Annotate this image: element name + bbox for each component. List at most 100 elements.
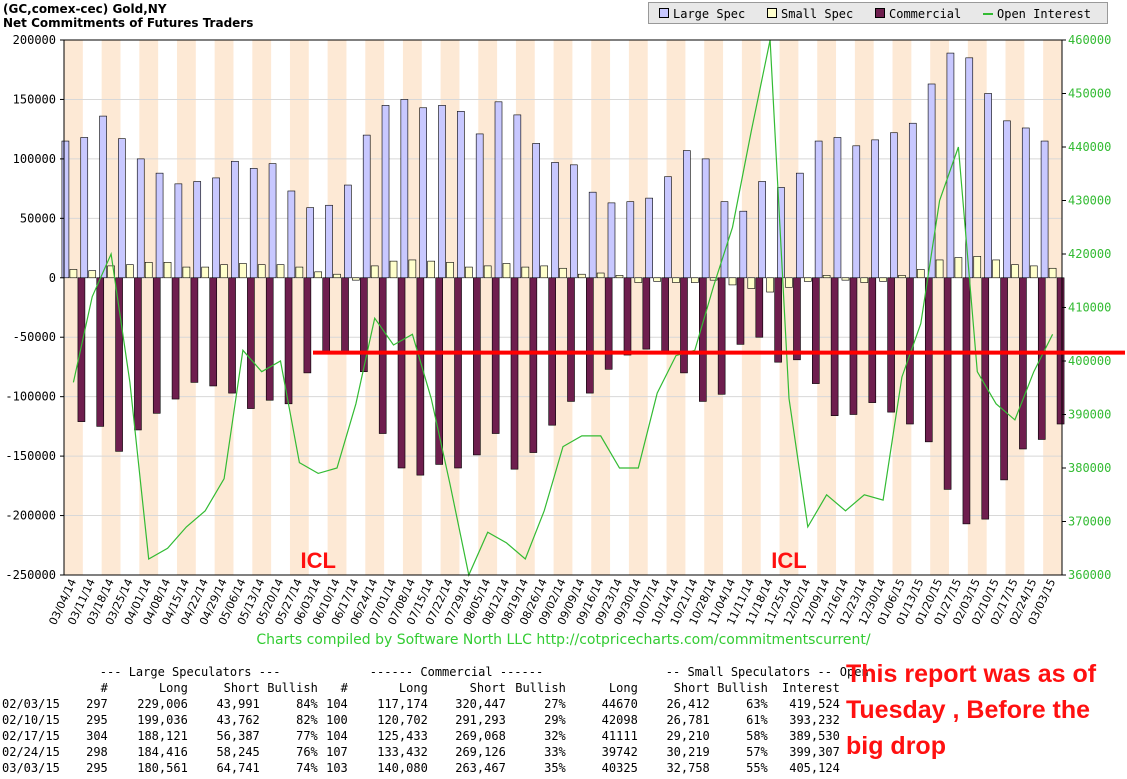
small-spec-bar [483,265,492,279]
table-column-header-row: # Long Short Bullish # Long Short Bullis… [2,680,869,696]
large-spec-bar [645,197,653,279]
commercial-bar [265,277,274,401]
col-header: Short [673,681,710,695]
commercial-bar [134,277,142,431]
small-spec-bar [691,277,699,283]
commercial-bar [774,277,782,363]
col-header: Long [398,681,428,695]
commercial-bar [397,277,406,469]
right-tick-label: 430000 [1068,194,1111,208]
commercial-bar [962,277,971,525]
small-spec-bar [239,263,247,279]
legend-commercial-swatch [875,8,885,18]
small-spec-bar [898,275,906,279]
commercial-bar [943,277,952,490]
row-date: 02/10/15 [2,713,60,727]
small-spec-bar [973,256,982,279]
large-spec-bar [701,158,710,279]
small-spec-bar [559,267,567,279]
table-cell: 104 [326,697,348,711]
table-cell: 74% [296,761,318,775]
small-spec-bar [822,275,831,279]
right-tick-label: 410000 [1068,301,1111,315]
row-date: 02/03/15 [2,697,60,711]
table-cell: 297 [86,697,108,711]
table-cell: 57% [746,745,768,759]
large-spec-bar [551,162,559,279]
col-header: # [100,681,108,695]
commercial-bar [378,277,387,434]
commercial-bar [849,277,858,415]
large-spec-bar [381,105,390,279]
table-cell: 44670 [601,697,638,711]
group-open: Open [839,665,869,679]
right-tick-label: 400000 [1068,354,1111,368]
commercial-bar [868,277,877,403]
small-spec-bar [1048,267,1057,279]
week-band [327,40,347,575]
chart-credit: Charts compiled by Software North LLC ht… [256,632,871,648]
legend-small-spec-swatch [767,8,777,18]
large-spec-bar [532,143,540,279]
right-tick-label: 420000 [1068,247,1111,261]
table-cell: 199,036 [137,713,188,727]
small-spec-bar [709,277,718,281]
right-tick-label: 460000 [1068,33,1111,47]
small-spec-bar [163,262,172,279]
large-spec-bar [494,101,503,279]
small-spec-bar [747,277,756,289]
large-spec-bar [871,139,879,279]
small-spec-bar [578,273,586,279]
right-tick-label: 450000 [1068,87,1111,101]
commercial-bar [209,277,218,387]
small-spec-bar [333,273,341,279]
small-spec-bar [370,265,379,279]
table-cell: 304 [86,729,108,743]
legend-large-spec-swatch [659,8,669,18]
chart-subtitle: Net Commitments of Futures Traders [3,16,254,30]
right-tick-label: 370000 [1068,515,1111,529]
small-spec-bar [596,272,605,279]
left-tick-label: -100000 [5,390,56,404]
table-row: 03/03/15 295 180,561 64,741 74% 103 140,080 263… [2,760,869,776]
table-cell: 399,307 [789,745,840,759]
large-spec-bar [664,176,672,279]
table-cell: 320,447 [455,697,506,711]
commercial-bar [1000,277,1008,481]
large-spec-bar [475,133,484,279]
table-row: 02/24/15 298 184,416 58,245 76% 107 133,432 269… [2,744,869,760]
table-row: 02/03/15 297 229,006 43,991 84% 104 117,174 320… [2,696,869,712]
small-spec-bar [803,277,812,282]
large-spec-bar [626,201,635,279]
small-spec-bar [220,264,228,279]
large-spec-bar [570,164,578,279]
col-header: Bullish [267,681,318,695]
table-cell: 39742 [601,745,638,759]
commercial-bar [830,277,839,416]
large-spec-bar [984,93,992,279]
week-band [289,40,309,575]
table-cell: 180,561 [137,761,188,775]
left-tick-label: -250000 [5,568,56,582]
small-spec-bar [615,275,624,279]
table-cell: 117,174 [377,697,428,711]
large-spec-bar [400,99,409,279]
large-spec-bar [325,204,333,279]
left-tick-label: 100000 [13,152,56,166]
left-tick-label: 150000 [13,92,56,106]
table-cell: 42098 [601,713,638,727]
group-small-speculators: -- Small Speculators -- [665,665,832,679]
large-spec-bar [287,190,296,279]
small-spec-bar [295,266,304,279]
commercial-bar [586,277,594,394]
large-spec-bar [890,132,898,279]
commercial-bar [171,277,180,400]
right-tick-label: 390000 [1068,408,1111,422]
commercial-bar [529,277,538,453]
commercial-bar [341,277,349,355]
small-spec-bar [107,265,115,279]
table-cell: 29,210 [666,729,710,743]
table-row: 02/10/15 295 199,036 43,762 82% 100 120,702 291… [2,712,869,728]
left-tick-label: -150000 [5,449,56,463]
